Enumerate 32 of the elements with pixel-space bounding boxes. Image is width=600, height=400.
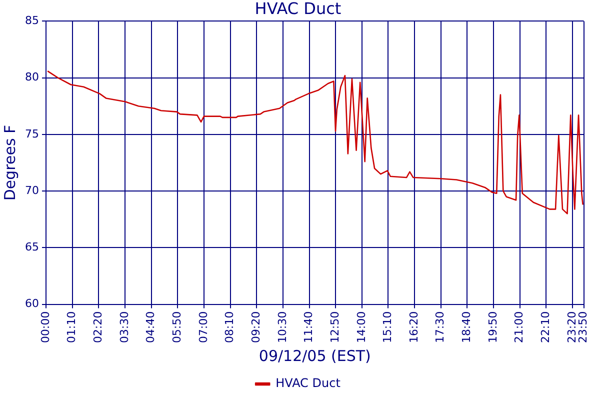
x-tick-label: 12:50 (328, 311, 342, 344)
x-tick-label: 23:20 (565, 311, 578, 344)
x-axis-title: 09/12/05 (EST) (258, 346, 371, 365)
x-tick-label: 18:40 (460, 311, 474, 344)
x-tick-label: 00:00 (38, 311, 52, 344)
x-tick-label: 17:30 (434, 311, 447, 344)
chart-title: HVAC Duct (254, 0, 342, 18)
x-tick-label: 03:30 (118, 311, 131, 344)
x-tick-label: 08:10 (223, 311, 236, 344)
x-tick-label: 11:40 (302, 311, 316, 344)
x-tick-label: 02:20 (92, 311, 105, 344)
x-tick-label: 21:00 (512, 311, 526, 344)
y-tick-label: 65 (24, 240, 39, 254)
y-tick-label: 85 (24, 14, 39, 28)
x-tick-label: 16:20 (407, 311, 420, 344)
legend-label: HVAC Duct (276, 376, 341, 390)
x-tick-label: 09:20 (249, 311, 262, 344)
x-tick-label: 01:10 (65, 311, 78, 344)
x-tick-label: 04:40 (144, 311, 158, 344)
x-tick-label: 05:50 (170, 311, 184, 344)
y-tick-label: 60 (24, 297, 39, 310)
x-tick-label: 10:30 (276, 311, 289, 344)
x-tick-label: 14:00 (354, 311, 368, 344)
x-tick-label: 23:50 (576, 311, 590, 344)
y-axis-title: Degrees F (0, 124, 19, 201)
y-tick-label: 80 (24, 70, 39, 84)
x-tick-label: 22:10 (539, 311, 552, 344)
x-tick-label: 15:10 (381, 311, 394, 344)
y-tick-label: 70 (24, 184, 39, 197)
x-tick-label: 19:50 (486, 311, 500, 344)
x-tick-label: 07:00 (196, 311, 210, 344)
y-tick-label: 75 (24, 127, 39, 140)
